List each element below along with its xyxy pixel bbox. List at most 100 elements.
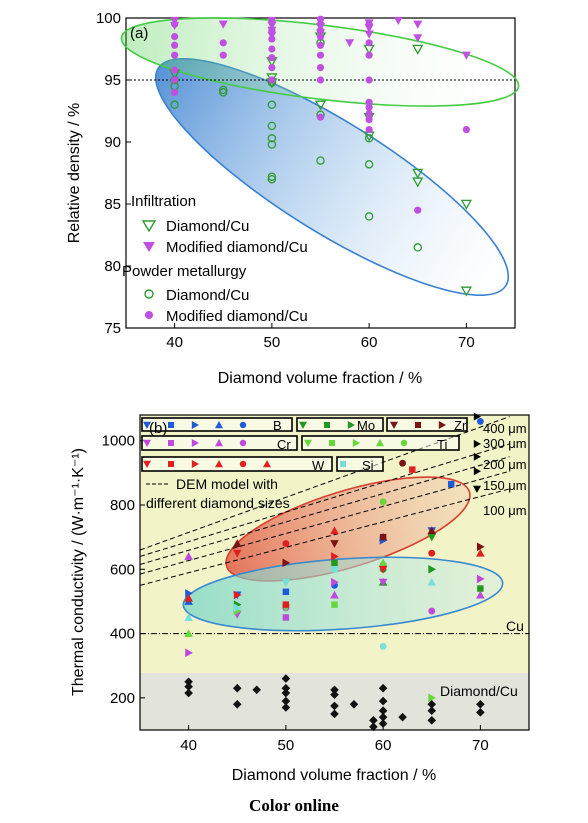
zr-point [232,539,242,548]
powder-modified-point [365,126,373,134]
legend-group-powder: Powder metallurgy [122,263,247,280]
legend-marker-w [215,460,223,468]
infiltration-modified-point [461,51,471,60]
powder-diamond-point [364,212,374,221]
diamond-cu-point [330,701,339,711]
powder-modified-point [316,20,325,28]
powder-modified-point [365,109,373,118]
figure-caption: Color online [249,796,339,815]
panel-b-x-axis-title: Diamond volume fraction / % [232,767,437,784]
mo-point [477,585,484,592]
diamond-cu-point [378,706,388,716]
legend-marker-cr [215,439,223,447]
ti-point [331,601,338,608]
powder-modified-point [268,18,276,26]
legend-box-Mo [296,417,384,432]
diamond-cu-point [184,682,193,691]
ti-point [428,693,437,703]
panel-b-plot-frame [139,414,530,731]
zr-point [330,540,339,548]
powder-modified-point [316,113,325,121]
infiltration-modified-point [364,30,374,39]
panel-b: 40 50 60 70 200 400 600 800 1000 B Mo Zr Cr Ti W… [70,412,530,784]
zr-point [379,533,387,541]
legend-marker-circle-filled [145,311,153,319]
dem-line [139,456,510,565]
powder-diamond-point [267,100,277,110]
x-tick-label: 70 [472,737,489,754]
powder-diamond-point [267,140,277,149]
powder-modified-point [365,76,373,84]
legend-box-B [141,417,293,432]
x-tick-label: 40 [166,334,183,351]
cr-point [282,614,290,621]
legend-marker-w [143,460,151,468]
y-tick-label: 90 [104,134,121,151]
diamond-cu-point [184,688,193,698]
powder-modified-point [268,76,276,84]
legend-label-Zr: Zr [454,418,467,433]
diamond-cu-point [281,703,291,712]
w-point [184,593,193,602]
diamond-cu-point [427,716,437,725]
y-tick-label: 400 [110,626,135,643]
panel-a-legend: Infiltration Diamond/Cu Modified diamond… [122,193,308,325]
cr-point [185,648,193,658]
legend-powder-diamond-cu: Diamond/Cu [166,287,249,304]
powder-modified-point [268,35,276,43]
legend-markers [143,421,446,468]
cr-point [476,590,485,599]
legend-marker-tri-open [141,220,157,233]
cr-point [476,574,485,584]
w-point [232,549,242,558]
legend-marker-mo [324,422,330,428]
si-point [331,566,338,573]
diamond-cu-point [378,696,388,706]
legend-label-W: W [312,458,325,473]
diamond-cu-point [330,709,339,719]
panel-b-label: (b) [149,420,167,437]
powder-modified-point [316,15,325,23]
diamond-cu-point [349,699,359,709]
powder-modified-point [268,26,276,34]
panel-b-bottom-band [140,673,529,730]
size-label-300: 300 μm [483,436,527,451]
powder-diamond-point [218,85,228,95]
legend-powder-modified: Modified diamond/Cu [166,308,308,325]
panel-a-label: (a) [130,25,148,42]
si-point [281,578,291,587]
powder-modified-point [171,76,179,84]
diamond-cu-point [252,685,261,695]
dem-size-labels: 400 μm 300 μm 200 μm 150 μm 100 μm [483,421,527,518]
legend-marker-cr [239,439,247,447]
legend-marker-b [239,421,247,429]
si-point [233,603,242,613]
legend-marker-ti [376,439,384,447]
dem-legend-line2: different diamond sizes [146,495,290,511]
diamond-cu-point [232,683,242,693]
mo-point [331,559,338,567]
diamond-cu-point [184,677,193,687]
powder-modified-point [268,64,276,72]
legend-marker-w [263,460,271,468]
cr-point [331,577,339,587]
x-tick-label: 60 [375,737,392,754]
dem-line [139,416,510,551]
powder-modified-point [414,206,422,214]
powder-modified-point [316,41,325,49]
legend-marker-cr [168,440,174,446]
diamond-cu-point [232,699,242,709]
infiltration-diamond-point [412,44,424,55]
powder-diamond-point [267,134,277,143]
infiltration-modified-point [413,34,423,43]
diamond-cu-point [476,699,485,709]
w-point [233,590,242,600]
ti-point [184,629,193,638]
w-point [330,526,339,535]
powder-modified-point [171,41,179,49]
dem-size-marker [473,439,481,448]
si-point [379,642,387,650]
ti-point [379,498,387,506]
diamond-cu-point [369,722,378,732]
legend-marker-tri-filled [143,242,155,252]
